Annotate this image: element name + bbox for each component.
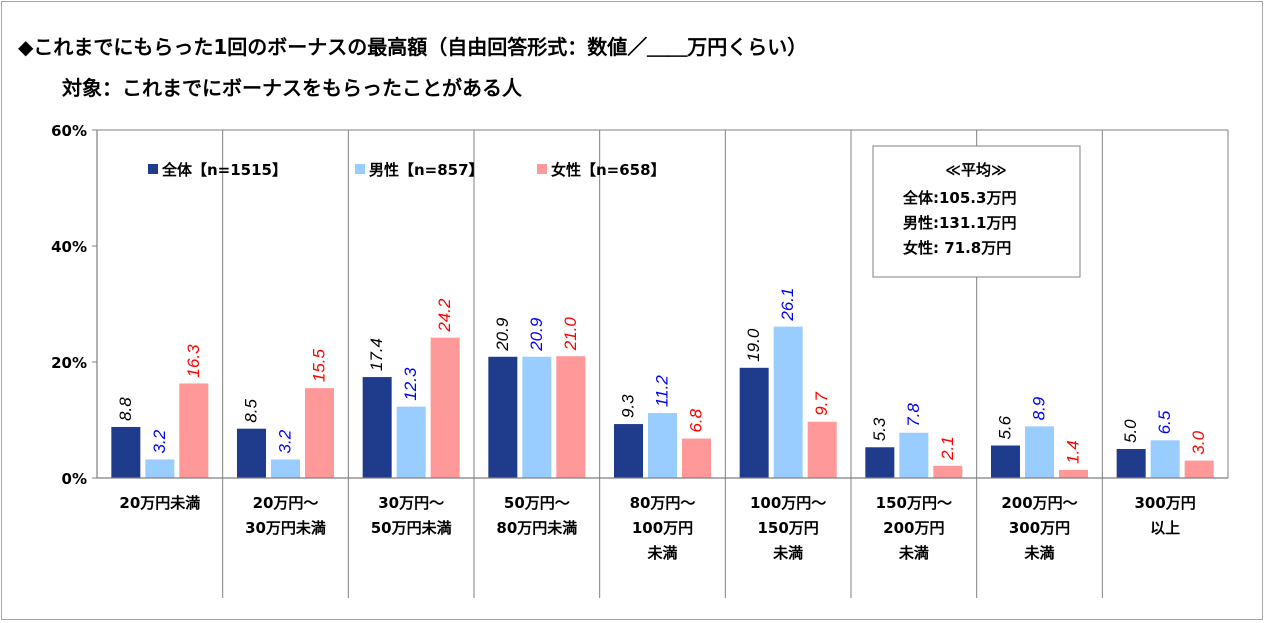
average-box-line: 全体:105.3万円 <box>902 189 1016 207</box>
bar <box>362 377 392 478</box>
data-label: 9.3 <box>619 394 638 418</box>
data-label: 11.2 <box>653 375 672 407</box>
x-tick-label: 200万円～ <box>1001 494 1077 512</box>
bar <box>305 388 334 478</box>
x-tick-label: 未満 <box>898 544 929 562</box>
bar <box>807 421 837 478</box>
data-label: 6.5 <box>1155 410 1174 434</box>
x-tick-label: 300万円 <box>1135 494 1196 512</box>
x-tick-label: 150万円 <box>758 519 819 537</box>
bar <box>556 356 586 478</box>
data-label: 16.3 <box>184 344 203 378</box>
data-label: 5.3 <box>870 417 889 441</box>
data-label: 1.4 <box>1064 440 1083 464</box>
bar <box>271 459 300 478</box>
x-tick-label: 150万円～ <box>876 494 952 512</box>
data-label: 15.5 <box>310 348 329 382</box>
bar <box>179 383 209 478</box>
x-tick-label: 200万円 <box>883 519 944 537</box>
x-tick-label: 未満 <box>1023 544 1054 562</box>
bar <box>145 459 175 478</box>
data-label: 6.8 <box>687 408 706 432</box>
data-label: 12.3 <box>401 367 420 401</box>
data-label: 8.8 <box>116 397 135 421</box>
x-tick-label: 50万円～ <box>504 494 570 512</box>
data-label: 24.2 <box>435 298 454 333</box>
x-tick-label: 80万円～ <box>630 494 696 512</box>
data-label: 5.0 <box>1121 419 1140 443</box>
bar <box>1150 440 1180 478</box>
data-label: 3.2 <box>150 429 169 453</box>
data-label: 7.8 <box>904 403 923 427</box>
y-tick-label: 60% <box>51 122 87 140</box>
legend-label: 全体【n=1515】 <box>161 161 287 179</box>
chart-title: ◆これまでにもらった1回のボーナスの最高額（自由回答形式：数値／＿＿万円くらい） <box>18 35 808 59</box>
bar <box>614 424 643 478</box>
x-tick-label: 300万円 <box>1009 519 1070 537</box>
data-label: 8.5 <box>242 399 261 423</box>
bar <box>1184 460 1214 478</box>
x-tick-label: 100万円 <box>632 519 693 537</box>
data-label: 3.2 <box>276 429 295 453</box>
bar <box>237 428 266 478</box>
x-tick-label: 20万円～ <box>253 494 319 512</box>
average-box-title: ≪平均≫ <box>945 161 1006 179</box>
data-label: 3.0 <box>1189 430 1208 454</box>
bar <box>991 445 1020 478</box>
y-tick-label: 0% <box>62 470 87 488</box>
chart-subtitle: 対象：これまでにボーナスをもらったことがある人 <box>62 76 522 100</box>
data-label: 21.0 <box>561 317 580 352</box>
legend-swatch <box>148 164 158 174</box>
x-tick-label: 50万円未満 <box>371 519 452 537</box>
data-label: 9.7 <box>812 392 831 416</box>
bar <box>1116 449 1146 478</box>
bar <box>488 356 518 478</box>
bar <box>648 413 677 478</box>
bar <box>1025 426 1054 478</box>
data-label: 26.1 <box>778 288 797 322</box>
x-tick-label: 30万円未満 <box>245 519 326 537</box>
x-tick-label: 以上 <box>1150 519 1180 537</box>
data-label: 20.9 <box>527 317 546 352</box>
average-box <box>872 145 1081 278</box>
average-box-line: 女性: 71.8万円 <box>903 239 1011 257</box>
data-label: 20.9 <box>493 317 512 352</box>
average-box-line: 男性:131.1万円 <box>903 214 1016 232</box>
data-label: 19.0 <box>744 328 763 362</box>
x-tick-label: 未満 <box>646 544 677 562</box>
x-tick-label: 未満 <box>772 544 803 562</box>
bar <box>1059 469 1088 478</box>
bar <box>111 426 141 478</box>
y-tick-label: 20% <box>51 354 87 372</box>
data-label: 2.1 <box>938 436 957 461</box>
bar <box>899 432 929 478</box>
bar <box>396 406 426 478</box>
bar <box>430 337 460 478</box>
legend-label: 男性【n=857】 <box>369 161 484 179</box>
x-tick-label: 80万円未満 <box>496 519 577 537</box>
legend-label: 女性【n=658】 <box>551 161 666 179</box>
data-label: 17.4 <box>367 338 386 371</box>
bar <box>773 326 803 478</box>
bar <box>522 356 552 478</box>
x-tick-label: 20万円未満 <box>119 494 200 512</box>
bar <box>933 465 963 478</box>
legend-swatch <box>537 164 547 174</box>
legend-swatch <box>355 164 365 174</box>
y-tick-label: 40% <box>51 238 87 256</box>
bar <box>739 367 769 478</box>
data-label: 8.9 <box>1030 396 1049 420</box>
x-tick-label: 30万円～ <box>378 494 444 512</box>
bar <box>865 447 895 478</box>
bar <box>682 438 711 478</box>
data-label: 5.6 <box>996 415 1015 439</box>
x-tick-label: 100万円～ <box>750 494 826 512</box>
